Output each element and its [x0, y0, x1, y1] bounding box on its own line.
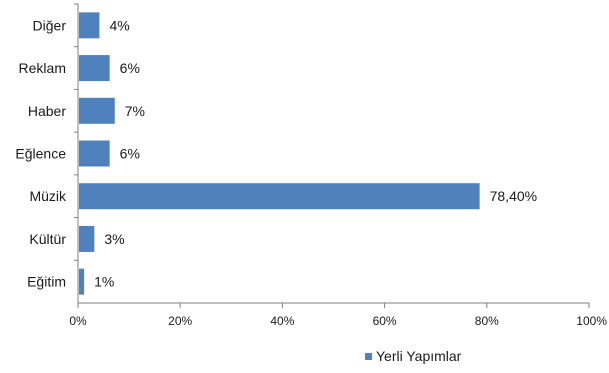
bar-1: [79, 12, 100, 39]
data-label: 7%: [125, 103, 145, 119]
data-label: 6%: [120, 60, 140, 76]
bar-2: [79, 55, 110, 82]
data-label: 78,40%: [490, 188, 537, 204]
category-label: Eğitim: [27, 274, 66, 290]
x-tick-label: 100%: [576, 314, 607, 328]
data-label: 4%: [109, 17, 129, 33]
legend-label: Yerli Yapımlar: [376, 348, 462, 364]
bar-5: [79, 183, 480, 210]
x-tick-label: 40%: [270, 314, 294, 328]
bar-7: [79, 268, 85, 295]
bar-series: [79, 12, 480, 295]
bar-6: [79, 225, 95, 252]
bar-4: [79, 140, 110, 167]
x-tick-label: 0%: [69, 314, 87, 328]
x-tick-label: 60%: [373, 314, 397, 328]
category-labels: Diğer Reklam Haber Eğlence Müzik Kültür Eğitim: [15, 3, 78, 290]
legend-swatch: [365, 353, 372, 360]
category-label: Reklam: [19, 60, 66, 76]
data-labels: 4% 6% 7% 6% 78,40% 3% 1%: [94, 17, 537, 289]
category-label: Eğlence: [15, 146, 66, 162]
bar-3: [79, 97, 115, 124]
legend: Yerli Yapımlar: [365, 348, 462, 364]
data-label: 3%: [104, 231, 124, 247]
category-label: Müzik: [29, 188, 67, 204]
category-label: Kültür: [29, 231, 66, 247]
x-axis-ticks: 0% 20% 40% 60% 80% 100%: [69, 303, 607, 328]
category-label: Haber: [28, 103, 66, 119]
x-tick-label: 20%: [168, 314, 192, 328]
x-tick-label: 80%: [475, 314, 499, 328]
data-label: 1%: [94, 274, 114, 290]
category-label: Diğer: [33, 17, 67, 33]
data-label: 6%: [120, 146, 140, 162]
